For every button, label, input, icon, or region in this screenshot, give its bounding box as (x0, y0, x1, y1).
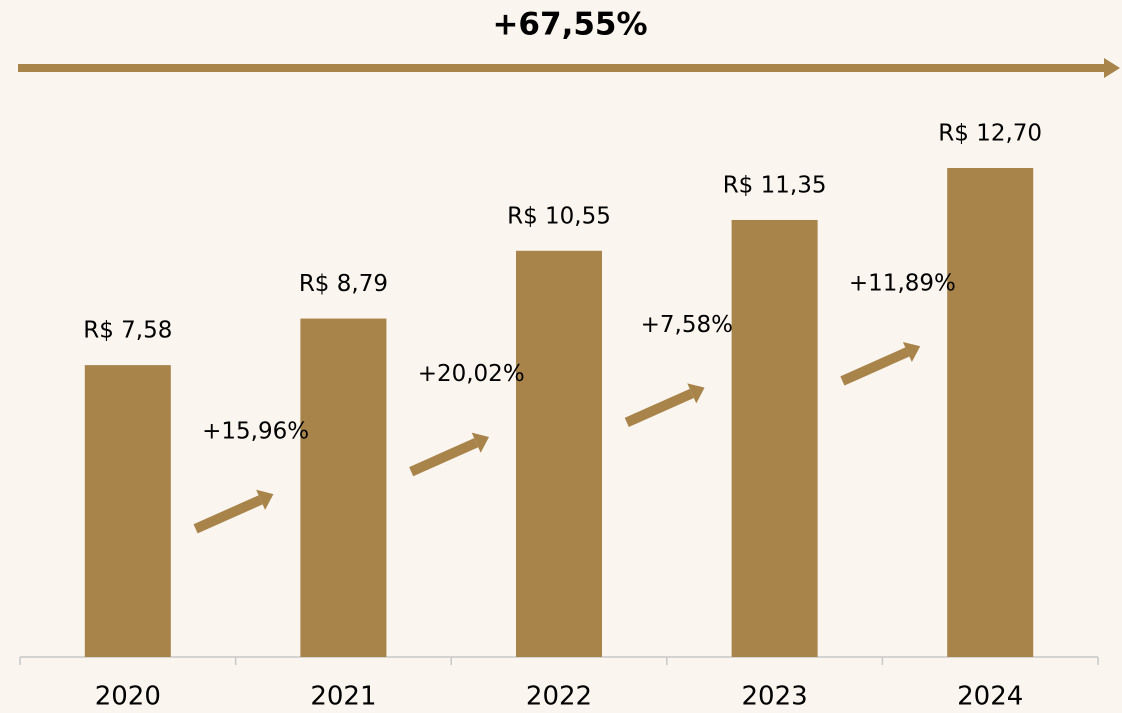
x-tick-label: 2020 (95, 682, 161, 712)
value-label: R$ 12,70 (938, 121, 1042, 147)
bar (731, 219, 818, 657)
growth-arrow (624, 388, 694, 427)
growth-label: +11,89% (849, 270, 956, 296)
bar (947, 168, 1034, 657)
growth-arrow (840, 347, 910, 386)
growth-label: +15,96% (202, 418, 309, 444)
x-tick-label: 2022 (526, 682, 592, 712)
growth-arrow (409, 438, 479, 477)
growth-arrow-head (687, 383, 705, 404)
bar (300, 318, 387, 657)
growth-arrow (193, 495, 263, 534)
growth-arrow-head (902, 341, 921, 363)
bar (516, 250, 602, 658)
value-label: R$ 10,55 (507, 203, 611, 229)
x-tick-label: 2023 (742, 682, 808, 712)
bar (84, 365, 171, 657)
growth-arrow-head (256, 489, 274, 510)
value-label: R$ 8,79 (299, 271, 388, 297)
x-tick-label: 2021 (310, 682, 376, 712)
growth-label: +20,02% (418, 361, 525, 387)
growth-label: +7,58% (641, 312, 733, 338)
chart-title: +67,55% (492, 7, 647, 43)
value-label: R$ 11,35 (723, 172, 827, 198)
value-label: R$ 7,58 (83, 318, 172, 344)
total-arrow-head (1104, 58, 1120, 78)
growth-arrow-head (471, 432, 489, 453)
x-tick-label: 2024 (957, 682, 1023, 712)
